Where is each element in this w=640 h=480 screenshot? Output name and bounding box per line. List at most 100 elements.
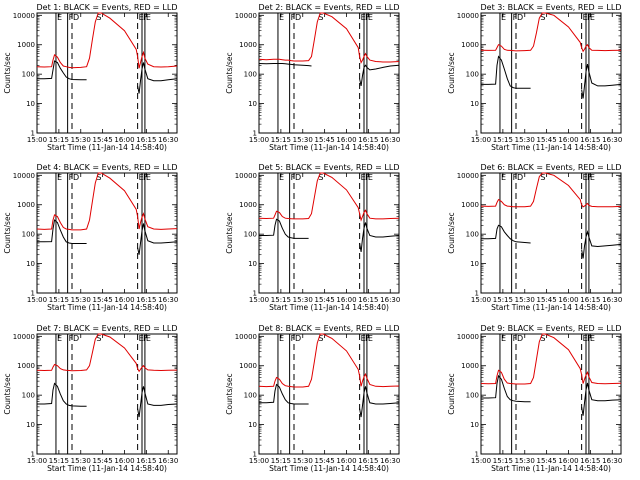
x-axis-label: Start Time (11-Jan-14 14:58:40) [47, 303, 167, 312]
events-series-line [259, 383, 309, 405]
y-tick-label: 1 [31, 290, 35, 298]
marker-label: E [139, 334, 144, 343]
y-tick-label: 100 [466, 71, 479, 79]
events-series-line [137, 62, 178, 94]
y-tick-label: 100 [244, 231, 257, 239]
marker-label: D [73, 13, 79, 22]
x-tick-label: 16:00 [114, 136, 134, 144]
marker-label: E [279, 334, 284, 343]
marker-label: D [517, 173, 523, 182]
x-tick-label: 16:30 [602, 296, 622, 304]
plot-frame [480, 12, 622, 134]
events-series-line [481, 224, 531, 244]
marker-label: E [146, 173, 151, 182]
y-tick-label: 1 [475, 290, 479, 298]
y-tick-label: 100 [22, 71, 35, 79]
marker-label: F [587, 13, 592, 22]
marker-label: F [587, 334, 592, 343]
events-series-line [258, 63, 312, 67]
marker-label: E [139, 173, 144, 182]
x-tick-label: 15:30 [293, 136, 313, 144]
marker-label: F [513, 334, 518, 343]
marker-label: E [583, 173, 588, 182]
plot-frame [480, 172, 622, 294]
y-axis-label: Counts/sec [3, 212, 12, 253]
x-tick-label: 15:45 [537, 457, 557, 465]
detector-panel-5: 15:00 15:15 15:30 15:45 16:00 16:15 16:30 1 10 10… [225, 163, 400, 312]
y-tick-label: 1000 [239, 201, 257, 209]
y-tick-label: 1 [253, 451, 257, 459]
x-tick-label: 15:00 [249, 457, 269, 465]
marker-label: S [318, 334, 323, 343]
y-tick-label: 1000 [239, 362, 257, 370]
plot-frame [36, 333, 178, 455]
marker-label: E [368, 334, 373, 343]
y-tick-label: 10000 [235, 172, 257, 180]
x-tick-label: 15:15 [49, 457, 69, 465]
marker-label: E [368, 173, 373, 182]
detector-panel-6: 15:00 15:15 15:30 15:45 16:00 16:15 16:30 1 10 10… [447, 163, 622, 312]
x-tick-label: 15:45 [537, 136, 557, 144]
lld-series-line [258, 12, 400, 64]
detector-panel-2: 15:00 15:15 15:30 15:45 16:00 16:15 16:30 1 10 10… [225, 3, 400, 152]
marker-label: E [368, 13, 373, 22]
panel-title: Det 1: BLACK = Events, RED = LLD [37, 3, 178, 12]
marker-label: E [57, 13, 62, 22]
marker-label: D [295, 334, 301, 343]
x-tick-label: 15:15 [49, 296, 69, 304]
y-tick-label: 1 [475, 130, 479, 138]
panel-title: Det 9: BLACK = Events, RED = LLD [481, 324, 622, 333]
x-tick-label: 16:00 [336, 136, 356, 144]
marker-label: F [69, 173, 74, 182]
x-tick-label: 15:45 [315, 457, 335, 465]
x-tick-label: 15:00 [27, 136, 47, 144]
y-tick-label: 10 [470, 421, 479, 429]
marker-label: E [146, 334, 151, 343]
y-tick-label: 1000 [17, 201, 35, 209]
marker-label: S [96, 13, 101, 22]
marker-label: E [590, 173, 595, 182]
y-axis-label: Counts/sec [3, 373, 12, 414]
x-tick-label: 16:15 [580, 296, 600, 304]
y-tick-label: 10000 [235, 333, 257, 341]
x-tick-label: 16:30 [602, 457, 622, 465]
y-tick-label: 100 [466, 392, 479, 400]
x-tick-label: 16:30 [158, 296, 178, 304]
y-tick-label: 10000 [457, 333, 479, 341]
x-tick-label: 15:45 [315, 296, 335, 304]
marker-label: S [318, 13, 323, 22]
y-tick-label: 1000 [239, 41, 257, 49]
y-axis-label: Counts/sec [3, 52, 12, 93]
x-tick-label: 15:45 [537, 296, 557, 304]
marker-label: E [146, 13, 151, 22]
marker-label: S [540, 334, 545, 343]
plot-frame [480, 333, 622, 455]
marker-label: S [540, 173, 545, 182]
marker-label: S [96, 334, 101, 343]
events-series-line [137, 386, 178, 418]
y-axis-label: Counts/sec [447, 373, 456, 414]
y-tick-label: 10 [26, 260, 35, 268]
marker-label: E [501, 334, 506, 343]
marker-label: S [540, 13, 545, 22]
y-tick-label: 10 [470, 100, 479, 108]
lld-series-line [258, 333, 400, 388]
x-axis-label: Start Time (11-Jan-14 14:58:40) [47, 464, 167, 473]
events-series-line [359, 64, 400, 87]
panel-title: Det 3: BLACK = Events, RED = LLD [481, 3, 622, 12]
y-tick-label: 1000 [17, 362, 35, 370]
marker-label: F [69, 13, 74, 22]
x-tick-label: 16:00 [558, 457, 578, 465]
y-tick-label: 1 [31, 130, 35, 138]
events-series-line [481, 55, 531, 89]
events-series-line [259, 218, 309, 239]
events-series-line [137, 223, 178, 255]
x-tick-label: 16:00 [336, 457, 356, 465]
marker-label: F [143, 173, 148, 182]
y-tick-label: 1000 [461, 201, 479, 209]
detector-panel-7: 15:00 15:15 15:30 15:45 16:00 16:15 16:30 1 10 10… [3, 324, 178, 473]
x-tick-label: 16:00 [114, 296, 134, 304]
marker-label: E [590, 13, 595, 22]
marker-label: F [143, 13, 148, 22]
x-tick-label: 15:30 [71, 296, 91, 304]
